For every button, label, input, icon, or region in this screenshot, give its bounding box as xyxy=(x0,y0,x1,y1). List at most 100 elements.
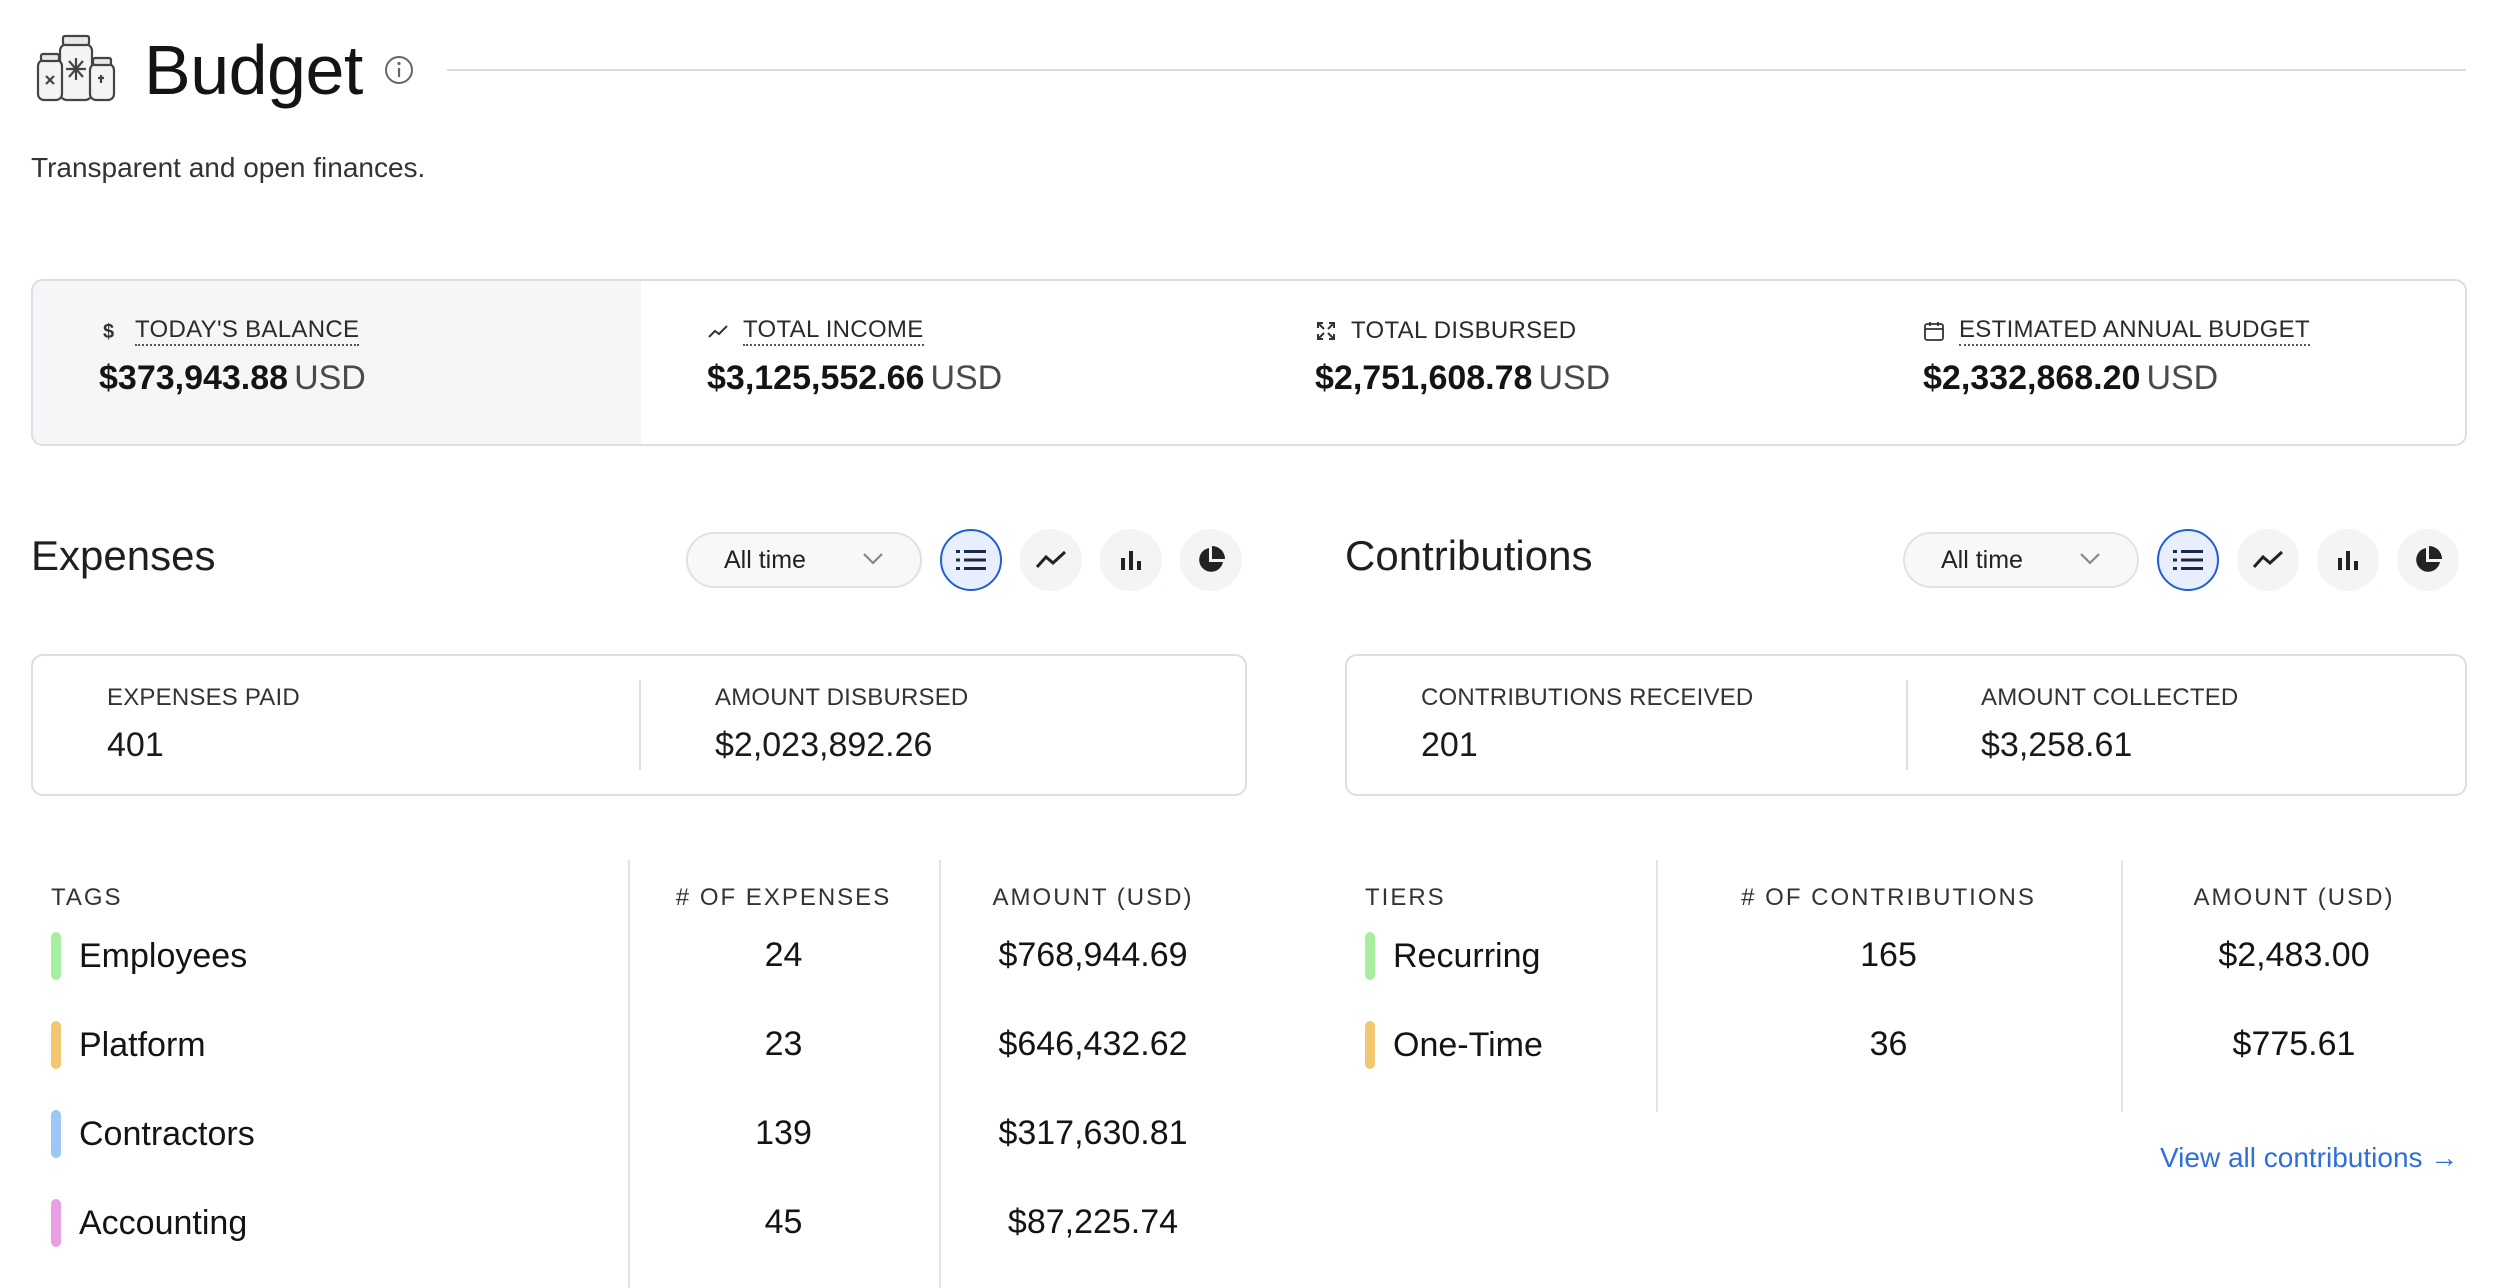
tag-name: Accounting xyxy=(79,1203,248,1242)
row-amount: $768,944.69 xyxy=(998,936,1188,974)
summary-todays-balance: $ TODAY'S BALANCE $373,943.88 USD xyxy=(33,281,641,444)
tier-color-bar xyxy=(1365,932,1375,980)
tier-color-bar xyxy=(1365,1021,1375,1069)
summary-total-income: TOTAL INCOME $3,125,552.66 USD xyxy=(641,281,1249,444)
tag-color-bar xyxy=(51,1199,61,1247)
summary-amount: $3,125,552.66 xyxy=(707,359,925,397)
summary-label[interactable]: TOTAL INCOME xyxy=(743,316,924,346)
bar-chart-view-button[interactable] xyxy=(2317,529,2379,591)
expand-icon xyxy=(1315,320,1337,342)
summary-amount: $373,943.88 xyxy=(99,359,289,397)
tag-name: Employees xyxy=(79,936,248,975)
line-chart-view-button[interactable] xyxy=(2237,529,2299,591)
pie-chart-view-button[interactable] xyxy=(2397,529,2459,591)
column-divider xyxy=(1656,860,1658,1112)
tier-name: Recurring xyxy=(1393,936,1541,975)
expenses-period-select[interactable]: All time xyxy=(686,532,922,588)
expenses-stats-box: EXPENSES PAID 401 AMOUNT DISBURSED $2,02… xyxy=(31,654,1247,796)
stat-value: 401 xyxy=(107,726,164,764)
table-row[interactable]: Accounting xyxy=(51,1195,247,1251)
summary-currency: USD xyxy=(2146,359,2219,397)
stats-divider xyxy=(639,680,641,770)
view-all-contributions-link[interactable]: View all contributions → xyxy=(2160,1142,2459,1173)
summary-amount: $2,332,868.20 xyxy=(1923,359,2141,397)
column-header-tiers: TIERS xyxy=(1365,884,1446,911)
list-view-button[interactable] xyxy=(2157,529,2219,591)
stat-label: EXPENSES PAID xyxy=(107,684,300,711)
pie-chart-icon xyxy=(2416,546,2442,572)
row-count: 165 xyxy=(1860,936,1917,974)
column-divider xyxy=(628,860,630,1288)
contributions-table: TIERS # OF CONTRIBUTIONS AMOUNT (USD) Re… xyxy=(1345,860,2467,1112)
pie-chart-icon xyxy=(1199,546,1225,572)
row-count: 139 xyxy=(755,1114,812,1152)
stat-label: AMOUNT DISBURSED xyxy=(715,684,969,711)
pie-chart-view-button[interactable] xyxy=(1180,529,1242,591)
tag-color-bar xyxy=(51,932,61,980)
period-select-value: All time xyxy=(724,545,806,574)
bar-chart-icon xyxy=(1121,551,1141,570)
row-count: 36 xyxy=(1869,1025,1908,1063)
chevron-down-icon xyxy=(863,553,883,565)
stat-contributions-received: CONTRIBUTIONS RECEIVED 201 xyxy=(1421,684,1753,765)
dollar-icon: $ xyxy=(99,320,121,342)
period-select-value: All time xyxy=(1941,545,2023,574)
list-view-button[interactable] xyxy=(940,529,1002,591)
column-header-amount: AMOUNT (USD) xyxy=(2193,884,2395,911)
contributions-toolbar: All time xyxy=(1903,528,2459,592)
contributions-title: Contributions xyxy=(1345,532,1593,579)
header-divider xyxy=(446,69,2466,71)
expenses-table: TAGS # OF EXPENSES AMOUNT (USD) Employee… xyxy=(31,860,1247,1288)
row-amount: $775.61 xyxy=(2232,1025,2356,1063)
info-icon[interactable] xyxy=(383,54,415,86)
stat-amount-disbursed: AMOUNT DISBURSED $2,023,892.26 xyxy=(715,684,968,765)
budget-jars-icon xyxy=(36,34,116,102)
table-row[interactable]: Employees xyxy=(51,928,247,984)
list-icon xyxy=(956,550,986,570)
calendar-icon xyxy=(1923,320,1945,342)
svg-text:$: $ xyxy=(103,321,114,342)
stat-value: $3,258.61 xyxy=(1981,726,2133,764)
expenses-toolbar: All time xyxy=(686,528,1242,592)
table-row[interactable]: Contractors xyxy=(51,1106,255,1162)
summary-amount: $2,751,608.78 xyxy=(1315,359,1533,397)
contributions-stats-box: CONTRIBUTIONS RECEIVED 201 AMOUNT COLLEC… xyxy=(1345,654,2467,796)
expenses-title: Expenses xyxy=(31,532,216,579)
stat-value: $2,023,892.26 xyxy=(715,726,933,764)
summary-label[interactable]: TODAY'S BALANCE xyxy=(135,316,360,346)
stat-amount-collected: AMOUNT COLLECTED $3,258.61 xyxy=(1981,684,2238,765)
column-header-tags: TAGS xyxy=(51,884,123,911)
stat-expenses-paid: EXPENSES PAID 401 xyxy=(107,684,300,765)
summary-label[interactable]: ESTIMATED ANNUAL BUDGET xyxy=(1959,316,2310,346)
stat-label: CONTRIBUTIONS RECEIVED xyxy=(1421,684,1754,711)
page-header: Budget xyxy=(32,30,2466,110)
summary-currency: USD xyxy=(930,359,1003,397)
table-row[interactable]: Recurring xyxy=(1365,928,1540,984)
stat-value: 201 xyxy=(1421,726,1478,764)
trend-up-icon xyxy=(707,320,729,342)
table-row[interactable]: One-Time xyxy=(1365,1017,1543,1073)
column-header-count: # OF CONTRIBUTIONS xyxy=(1741,884,2036,911)
column-divider xyxy=(2121,860,2123,1112)
summary-estimated-annual-budget: ESTIMATED ANNUAL BUDGET $2,332,868.20 USD xyxy=(1857,281,2465,444)
line-chart-icon xyxy=(1035,550,1067,569)
line-chart-view-button[interactable] xyxy=(1020,529,1082,591)
summary-currency: USD xyxy=(1538,359,1611,397)
chevron-down-icon xyxy=(2080,553,2100,565)
list-icon xyxy=(2173,550,2203,570)
column-header-amount: AMOUNT (USD) xyxy=(992,884,1194,911)
contributions-period-select[interactable]: All time xyxy=(1903,532,2139,588)
tag-name: Contractors xyxy=(79,1114,255,1153)
row-amount: $317,630.81 xyxy=(998,1114,1188,1152)
table-row[interactable]: Platform xyxy=(51,1017,206,1073)
row-count: 45 xyxy=(764,1203,803,1241)
row-amount: $646,432.62 xyxy=(998,1025,1188,1063)
bar-chart-view-button[interactable] xyxy=(1100,529,1162,591)
tier-name: One-Time xyxy=(1393,1025,1543,1064)
tag-color-bar xyxy=(51,1021,61,1069)
row-amount: $2,483.00 xyxy=(2218,936,2370,974)
column-divider xyxy=(939,860,941,1288)
page-title: Budget xyxy=(144,31,363,109)
stat-label: AMOUNT COLLECTED xyxy=(1981,684,2239,711)
